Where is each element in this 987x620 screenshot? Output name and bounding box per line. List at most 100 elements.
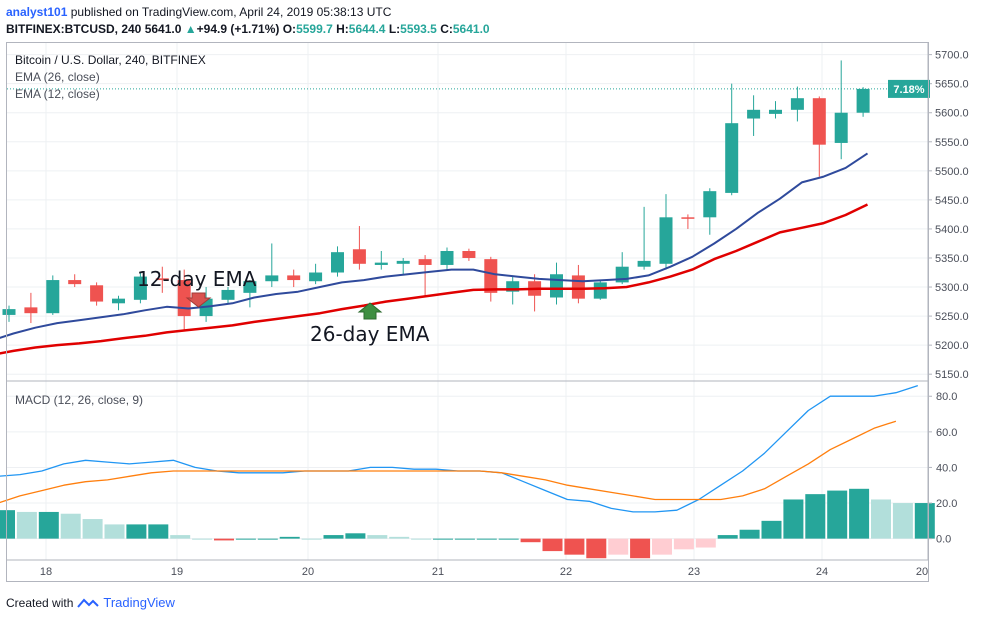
price-tick-label: 5700.0 — [935, 50, 969, 62]
macd-histogram-bar[interactable] — [673, 538, 694, 550]
price-pane[interactable] — [0, 60, 928, 355]
candle-body[interactable] — [484, 259, 498, 293]
candle-body[interactable] — [440, 251, 454, 265]
candle-body[interactable] — [352, 249, 366, 264]
macd-histogram-bar[interactable] — [192, 538, 213, 540]
candle-body[interactable] — [790, 98, 804, 110]
candle-body[interactable] — [747, 109, 761, 119]
macd-histogram-bar[interactable] — [805, 494, 826, 539]
candle-body[interactable] — [374, 262, 388, 265]
candle-body[interactable] — [243, 281, 257, 293]
macd-histogram-bar[interactable] — [16, 511, 37, 539]
candle-body[interactable] — [287, 275, 301, 281]
candle-body[interactable] — [112, 298, 125, 304]
candle-body[interactable] — [46, 280, 60, 314]
macd-histogram-bar[interactable] — [257, 538, 278, 540]
candle-body[interactable] — [703, 191, 717, 218]
macd-histogram-bar[interactable] — [586, 538, 607, 559]
macd-histogram-bar[interactable] — [542, 538, 563, 552]
macd-histogram-bar[interactable] — [914, 503, 935, 539]
candle-body[interactable] — [221, 289, 235, 300]
macd-histogram-bar[interactable] — [783, 499, 804, 539]
time-tick-label: 20 — [916, 566, 928, 578]
macd-histogram-bar[interactable] — [104, 524, 125, 539]
candle-body[interactable] — [90, 285, 104, 302]
macd-pane[interactable] — [0, 384, 935, 559]
tradingview-brand-link[interactable]: TradingView — [103, 595, 175, 610]
macd-histogram-bar[interactable] — [476, 538, 497, 540]
candle-body[interactable] — [637, 260, 651, 267]
macd-histogram-bar[interactable] — [345, 533, 366, 539]
macd-histogram-bar[interactable] — [761, 520, 782, 539]
high-label: H: — [336, 22, 349, 36]
macd-histogram-bar[interactable] — [0, 510, 15, 539]
macd-histogram-bar[interactable] — [520, 538, 541, 543]
ema26-line — [0, 203, 869, 355]
price-tick-label: 5400.0 — [935, 224, 969, 236]
macd-histogram-bar[interactable] — [739, 529, 760, 539]
macd-histogram-bar[interactable] — [695, 538, 716, 548]
candle-body[interactable] — [856, 88, 870, 113]
macd-histogram-bar[interactable] — [367, 535, 388, 539]
macd-histogram-bar[interactable] — [717, 535, 738, 539]
candle-body[interactable] — [265, 275, 279, 282]
macd-histogram-bar[interactable] — [498, 538, 519, 540]
candle-body[interactable] — [68, 280, 82, 285]
macd-histogram-bar[interactable] — [126, 524, 147, 539]
high-value: 5644.4 — [348, 22, 386, 36]
candle-body[interactable] — [462, 251, 476, 258]
macd-histogram-bar[interactable] — [827, 490, 848, 539]
macd-histogram-bar[interactable] — [892, 503, 913, 539]
macd-histogram-bar[interactable] — [389, 536, 410, 539]
candle-body[interactable] — [24, 307, 38, 314]
close-value: 5641.0 — [452, 22, 490, 36]
macd-histogram-bar[interactable] — [82, 519, 103, 539]
candle-body[interactable] — [834, 112, 848, 143]
candle-body[interactable] — [418, 259, 432, 265]
macd-histogram-bar[interactable] — [652, 538, 672, 555]
candle-body[interactable] — [396, 260, 410, 264]
macd-histogram-bar[interactable] — [60, 513, 81, 539]
candle-body[interactable] — [309, 272, 323, 282]
time-tick-label: 24 — [816, 566, 828, 578]
candle-body[interactable] — [2, 309, 16, 315]
macd-histogram-bar[interactable] — [454, 538, 475, 540]
macd-histogram-bar[interactable] — [564, 538, 585, 555]
candle-body[interactable] — [155, 278, 169, 281]
open-label: O: — [282, 22, 297, 36]
macd-histogram-bar[interactable] — [849, 488, 870, 539]
low-label: L: — [388, 22, 401, 36]
candle-body[interactable] — [681, 217, 695, 219]
ema12-line — [0, 152, 869, 339]
candle-body[interactable] — [769, 109, 782, 114]
candle-body[interactable] — [331, 252, 344, 273]
macd-histogram-bar[interactable] — [411, 538, 432, 540]
macd-histogram-bar[interactable] — [148, 524, 169, 539]
macd-histogram-bar[interactable] — [630, 538, 651, 559]
macd-histogram-bar[interactable] — [279, 536, 300, 539]
macd-histogram-bar[interactable] — [323, 535, 344, 539]
macd-tick-label: 60.0 — [936, 427, 957, 439]
last-price: 5641.0 — [144, 22, 182, 36]
macd-histogram-bar[interactable] — [608, 538, 629, 555]
time-tick-label: 18 — [40, 566, 52, 578]
time-tick-label: 22 — [560, 566, 572, 578]
author-link[interactable]: analyst101 — [6, 5, 68, 19]
candle-body[interactable] — [812, 98, 826, 145]
macd-histogram-bar[interactable] — [235, 538, 256, 540]
macd-histogram-bar[interactable] — [301, 538, 322, 540]
candle-body[interactable] — [593, 282, 607, 299]
candle-body[interactable] — [725, 123, 739, 193]
macd-histogram-bar[interactable] — [170, 535, 191, 539]
macd-histogram-bar[interactable] — [38, 511, 59, 539]
footer: Created with TradingView — [6, 595, 175, 610]
ema12-legend: EMA (12, close) — [15, 87, 100, 101]
price-badge — [888, 79, 930, 98]
candle-body[interactable] — [506, 281, 520, 292]
candle-body[interactable] — [659, 217, 673, 264]
macd-histogram-bar[interactable] — [871, 499, 891, 539]
macd-histogram-bar[interactable] — [433, 538, 453, 540]
candle-body[interactable] — [133, 276, 147, 300]
macd-histogram-bar[interactable] — [214, 538, 234, 541]
